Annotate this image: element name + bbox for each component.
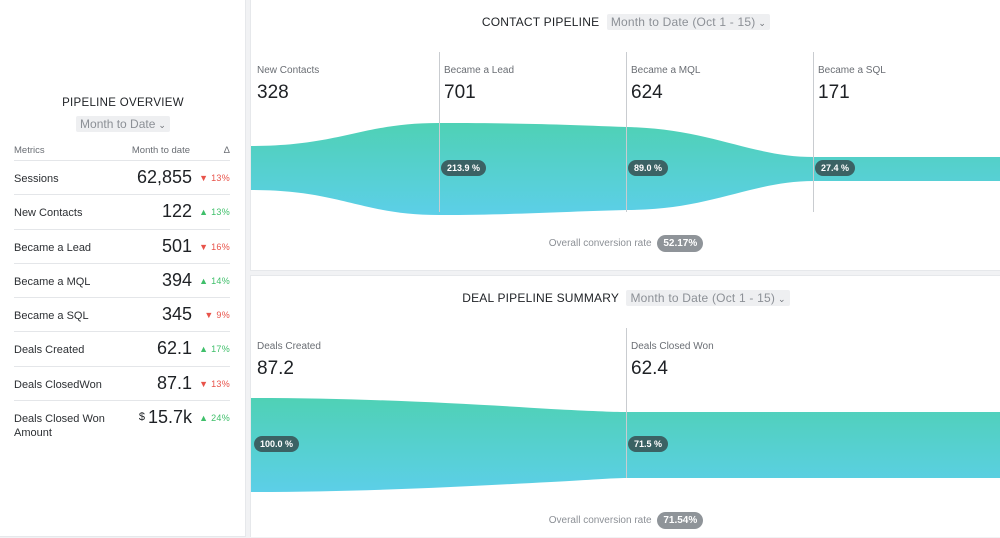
metric-value: 501 bbox=[161, 235, 192, 256]
stage-rate-badge: 71.5 % bbox=[628, 436, 669, 452]
chevron-down-icon: ⌄ bbox=[158, 120, 166, 130]
table-row: Deals ClosedWon 87.1 ▼ 13% bbox=[14, 367, 230, 402]
metrics-table: Sessions 62,855 ▼ 13% New Contacts 122 ▲… bbox=[14, 161, 230, 449]
overall-conversion: Overall conversion rate 71.54% bbox=[251, 512, 1000, 529]
table-row: Became a MQL 394 ▲ 14% bbox=[14, 264, 230, 299]
stage-value: 701 bbox=[444, 82, 476, 103]
stage-label: Became a MQL bbox=[631, 65, 701, 76]
contact-pipeline-title: CONTACT PIPELINE bbox=[481, 15, 600, 29]
conversion-label: Overall conversion rate bbox=[548, 238, 652, 249]
stage-label: Deals Created bbox=[257, 341, 321, 352]
stage-divider bbox=[626, 52, 627, 212]
contact-period-dropdown[interactable]: Month to Date (Oct 1 - 15) ⌄ bbox=[606, 14, 771, 30]
metric-delta: ▼ 9% bbox=[204, 310, 230, 321]
chevron-down-icon: ⌄ bbox=[778, 294, 786, 304]
contact-funnel-band bbox=[251, 123, 1000, 215]
deal-period-dropdown[interactable]: Month to Date (Oct 1 - 15) ⌄ bbox=[626, 290, 790, 306]
metric-label: Deals Created bbox=[14, 344, 85, 357]
table-row: Became a Lead 501 ▼ 16% bbox=[14, 230, 230, 264]
deal-period-label: Month to Date (Oct 1 - 15) bbox=[630, 291, 776, 305]
header-month-to-date: Month to date bbox=[131, 145, 190, 156]
stage-label: Became a SQL bbox=[818, 65, 886, 76]
chevron-down-icon: ⌄ bbox=[758, 18, 767, 28]
metric-value: 122 bbox=[161, 201, 192, 222]
metric-delta: ▼ 16% bbox=[199, 241, 230, 252]
metric-label: Became a MQL bbox=[14, 275, 91, 288]
pipeline-overview-panel: PIPELINE OVERVIEW Month to Date ⌄ Metrics… bbox=[0, 0, 246, 537]
stage-rate-badge: 89.0 % bbox=[628, 160, 669, 176]
contact-pipeline-panel: CONTACT PIPELINE Month to Date (Oct 1 - … bbox=[250, 0, 1000, 271]
stage-value: 87.2 bbox=[257, 358, 294, 379]
stage-rate-badge: 213.9 % bbox=[441, 160, 487, 176]
stage-value: 62.4 bbox=[631, 358, 668, 379]
metric-value: 394 bbox=[161, 269, 192, 290]
stage-label: Deals Closed Won bbox=[631, 341, 714, 352]
table-row: Became a SQL 345 ▼ 9% bbox=[14, 298, 230, 333]
metrics-table-header: Metrics Month to date Δ bbox=[14, 145, 230, 161]
metric-value: 62.1 bbox=[156, 338, 192, 359]
stage-value: 171 bbox=[818, 82, 850, 103]
metric-value: 62,855 bbox=[136, 167, 192, 187]
metric-label: Became a SQL bbox=[14, 310, 89, 323]
overall-conversion: Overall conversion rate 52.17% bbox=[251, 235, 1000, 252]
stage-rate-badge: 100.0 % bbox=[254, 436, 300, 452]
stage-divider bbox=[626, 328, 627, 478]
deal-funnel-band bbox=[251, 398, 1000, 492]
stage-label: Became a Lead bbox=[444, 65, 515, 76]
metric-value: $15.7k bbox=[139, 407, 192, 428]
conversion-value-badge: 71.54% bbox=[657, 512, 704, 529]
table-row: Deals Closed Won Amount $15.7k ▲ 24% bbox=[14, 401, 230, 449]
metric-label: Sessions bbox=[14, 173, 59, 185]
metric-label: Became a Lead bbox=[14, 241, 92, 254]
metric-delta: ▼ 13% bbox=[199, 173, 230, 183]
deal-pipeline-title: DEAL PIPELINE SUMMARY bbox=[462, 291, 619, 305]
metric-label: New Contacts bbox=[14, 207, 83, 220]
overview-title: PIPELINE OVERVIEW bbox=[62, 97, 184, 109]
metric-delta: ▼ 13% bbox=[199, 378, 230, 389]
stage-value: 328 bbox=[257, 82, 289, 103]
metric-delta: ▲ 17% bbox=[199, 344, 230, 355]
conversion-label: Overall conversion rate bbox=[548, 515, 652, 526]
table-row: Deals Created 62.1 ▲ 17% bbox=[14, 332, 230, 367]
metric-value: 345 bbox=[161, 304, 192, 325]
conversion-value-badge: 52.17% bbox=[657, 235, 704, 252]
header-metrics: Metrics bbox=[14, 145, 45, 156]
stage-divider bbox=[813, 52, 814, 212]
deal-funnel-flow bbox=[251, 398, 1000, 492]
overview-period-label: Month to Date bbox=[80, 117, 156, 131]
metric-delta: ▲ 13% bbox=[199, 207, 230, 218]
stage-divider bbox=[439, 52, 440, 212]
deal-pipeline-panel: DEAL PIPELINE SUMMARY Month to Date (Oct… bbox=[250, 275, 1000, 537]
contact-period-label: Month to Date (Oct 1 - 15) bbox=[610, 15, 756, 29]
stage-label: New Contacts bbox=[257, 65, 320, 76]
header-delta: Δ bbox=[223, 145, 230, 156]
metric-label: Deals ClosedWon bbox=[14, 378, 102, 391]
table-row: Sessions 62,855 ▼ 13% bbox=[14, 161, 230, 196]
metric-delta: ▲ 14% bbox=[199, 275, 230, 286]
contact-funnel-flow bbox=[251, 123, 1000, 215]
metric-value-number: 15.7k bbox=[147, 407, 192, 428]
table-row: New Contacts 122 ▲ 13% bbox=[14, 195, 230, 230]
metric-value: 87.1 bbox=[156, 372, 192, 393]
metric-label: Deals Closed Won Amount bbox=[14, 413, 105, 440]
stage-rate-badge: 27.4 % bbox=[815, 160, 856, 176]
metric-delta: ▲ 24% bbox=[199, 413, 230, 424]
overview-period-dropdown[interactable]: Month to Date ⌄ bbox=[76, 116, 170, 132]
currency-prefix: $ bbox=[138, 411, 145, 424]
stage-value: 624 bbox=[631, 82, 663, 103]
